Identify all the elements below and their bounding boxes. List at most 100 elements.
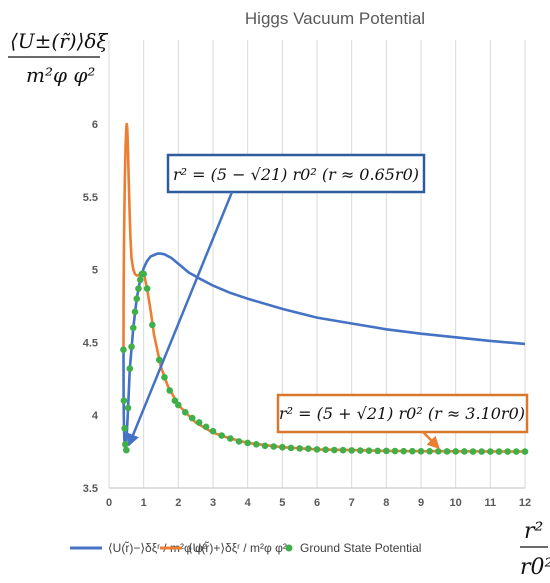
x-tick-label: 12 [519, 497, 531, 509]
ground-state-point [365, 447, 373, 455]
ground-state-points [120, 270, 529, 455]
ground-state-point [495, 448, 503, 455]
ground-state-point [195, 419, 203, 426]
y-tick-label: 3.5 [83, 483, 98, 495]
x-label-denominator: r0² [520, 555, 550, 580]
ground-state-point [461, 448, 468, 455]
ground-state-point [161, 374, 168, 381]
annotation-upper-box [276, 393, 529, 434]
ground-state-point [128, 343, 135, 351]
y-tick-labels: 3.5 4 4.5 5 5.5 6 [83, 119, 99, 495]
ground-state-point [305, 445, 312, 452]
ground-state-point [133, 295, 141, 303]
ground-state-point [417, 448, 425, 455]
ground-state-point [339, 446, 347, 454]
legend: ⟨U(r̃)−⟩δξʳ / m²φ φ² ⟨U(r̃)+⟩δξʳ / m²φ φ… [70, 540, 421, 555]
ground-state-point [409, 447, 416, 455]
annotation-lower-text: r² = (5 − √21) r0² (r ≈ 0.65r0) [173, 165, 419, 184]
ground-state-point [120, 346, 127, 353]
legend-swatch-ground [285, 544, 293, 552]
ground-state-point [296, 445, 303, 452]
ground-state-point [121, 425, 128, 432]
ground-state-point [124, 404, 132, 412]
x-tick-label: 8 [383, 497, 389, 509]
ground-state-point [135, 285, 142, 292]
ground-state-point [129, 324, 137, 332]
ground-state-point [391, 447, 399, 455]
ground-state-point [504, 448, 511, 455]
y-tick-label: 5.5 [83, 192, 98, 204]
x-tick-label: 2 [175, 497, 181, 509]
ground-state-point [121, 441, 129, 448]
y-tick-label: 6 [92, 119, 98, 131]
ground-state-point [521, 448, 529, 455]
x-tick-label: 11 [485, 497, 497, 509]
ground-state-point [322, 446, 329, 454]
ground-state-point [261, 442, 269, 450]
x-tick-labels: 0 1 2 3 4 5 6 7 8 9 10 11 12 [106, 497, 531, 509]
ground-state-point [181, 408, 189, 416]
x-tick-label: 0 [106, 497, 112, 509]
annotation-upper-arrow [422, 431, 440, 450]
ground-state-point [279, 443, 286, 451]
x-label-numerator: r² [524, 519, 543, 544]
ground-state-point [287, 444, 295, 452]
ground-state-point [143, 285, 151, 292]
ground-state-point [175, 401, 182, 409]
ground-state-point [244, 439, 251, 447]
ground-state-point [487, 448, 494, 455]
ground-state-point [270, 443, 277, 450]
ground-state-point [313, 446, 321, 453]
ground-state-point [136, 276, 144, 284]
y-tick-label: 4 [92, 410, 99, 422]
ground-state-point [400, 447, 407, 455]
x-tick-label: 9 [418, 497, 424, 509]
annotation-lower-arrow [127, 191, 234, 447]
y-axis-label: ⟨U±(r̃)⟩δξ m²φ φ² [8, 29, 108, 87]
chart-title: Higgs Vacuum Potential [245, 9, 425, 28]
ground-state-point [140, 270, 147, 278]
legend-label-ground: Ground State Potential [300, 541, 421, 555]
ground-state-point [357, 447, 364, 454]
ground-state-point [478, 448, 485, 455]
ground-state-point [452, 448, 459, 455]
ground-state-point [426, 448, 433, 455]
ground-state-point [209, 427, 217, 435]
ground-state-point [149, 321, 156, 329]
x-tick-label: 1 [141, 497, 147, 509]
ground-state-point [120, 397, 128, 404]
ground-state-point [253, 441, 260, 448]
ground-state-point [435, 448, 442, 455]
ground-state-point [126, 365, 134, 372]
x-axis-label: r² r0² [520, 519, 550, 580]
annotation-upper-text: r² = (5 + √21) r0² (r ≈ 3.10r0) [279, 404, 525, 423]
ground-state-point [513, 448, 520, 455]
legend-label-plus: ⟨U(r̃)+⟩δξʳ / m²φ φ² [188, 540, 287, 555]
ground-state-point [166, 387, 173, 394]
x-tick-label: 4 [245, 497, 252, 509]
legend-label-minus: ⟨U(r̃)−⟩δξʳ / m²φ φ² [108, 540, 207, 555]
y-label-denominator: m²φ φ² [26, 63, 95, 87]
ground-state-point [123, 446, 130, 454]
ground-state-point [188, 414, 196, 422]
ground-state-point [383, 447, 390, 455]
y-tick-label: 5 [92, 265, 98, 277]
ground-state-point [374, 447, 381, 455]
annotation-lower-box [166, 153, 426, 194]
ground-state-point [348, 447, 355, 454]
ground-state-point [469, 448, 477, 455]
y-tick-label: 4.5 [83, 337, 98, 349]
x-tick-label: 3 [210, 497, 216, 509]
annotation-lower-root: r² = (5 − √21) r0² (r ≈ 0.65r0) [127, 153, 426, 447]
x-tick-label: 5 [279, 497, 285, 509]
ground-state-point [202, 423, 210, 431]
ground-state-point [331, 446, 338, 454]
x-tick-label: 10 [450, 497, 462, 509]
ground-state-point [235, 438, 243, 445]
x-tick-label: 7 [349, 497, 355, 509]
y-label-numerator: ⟨U±(r̃)⟩δξ [10, 29, 108, 53]
ground-state-point [131, 308, 139, 316]
ground-state-point [227, 435, 234, 442]
x-tick-label: 6 [314, 497, 320, 509]
